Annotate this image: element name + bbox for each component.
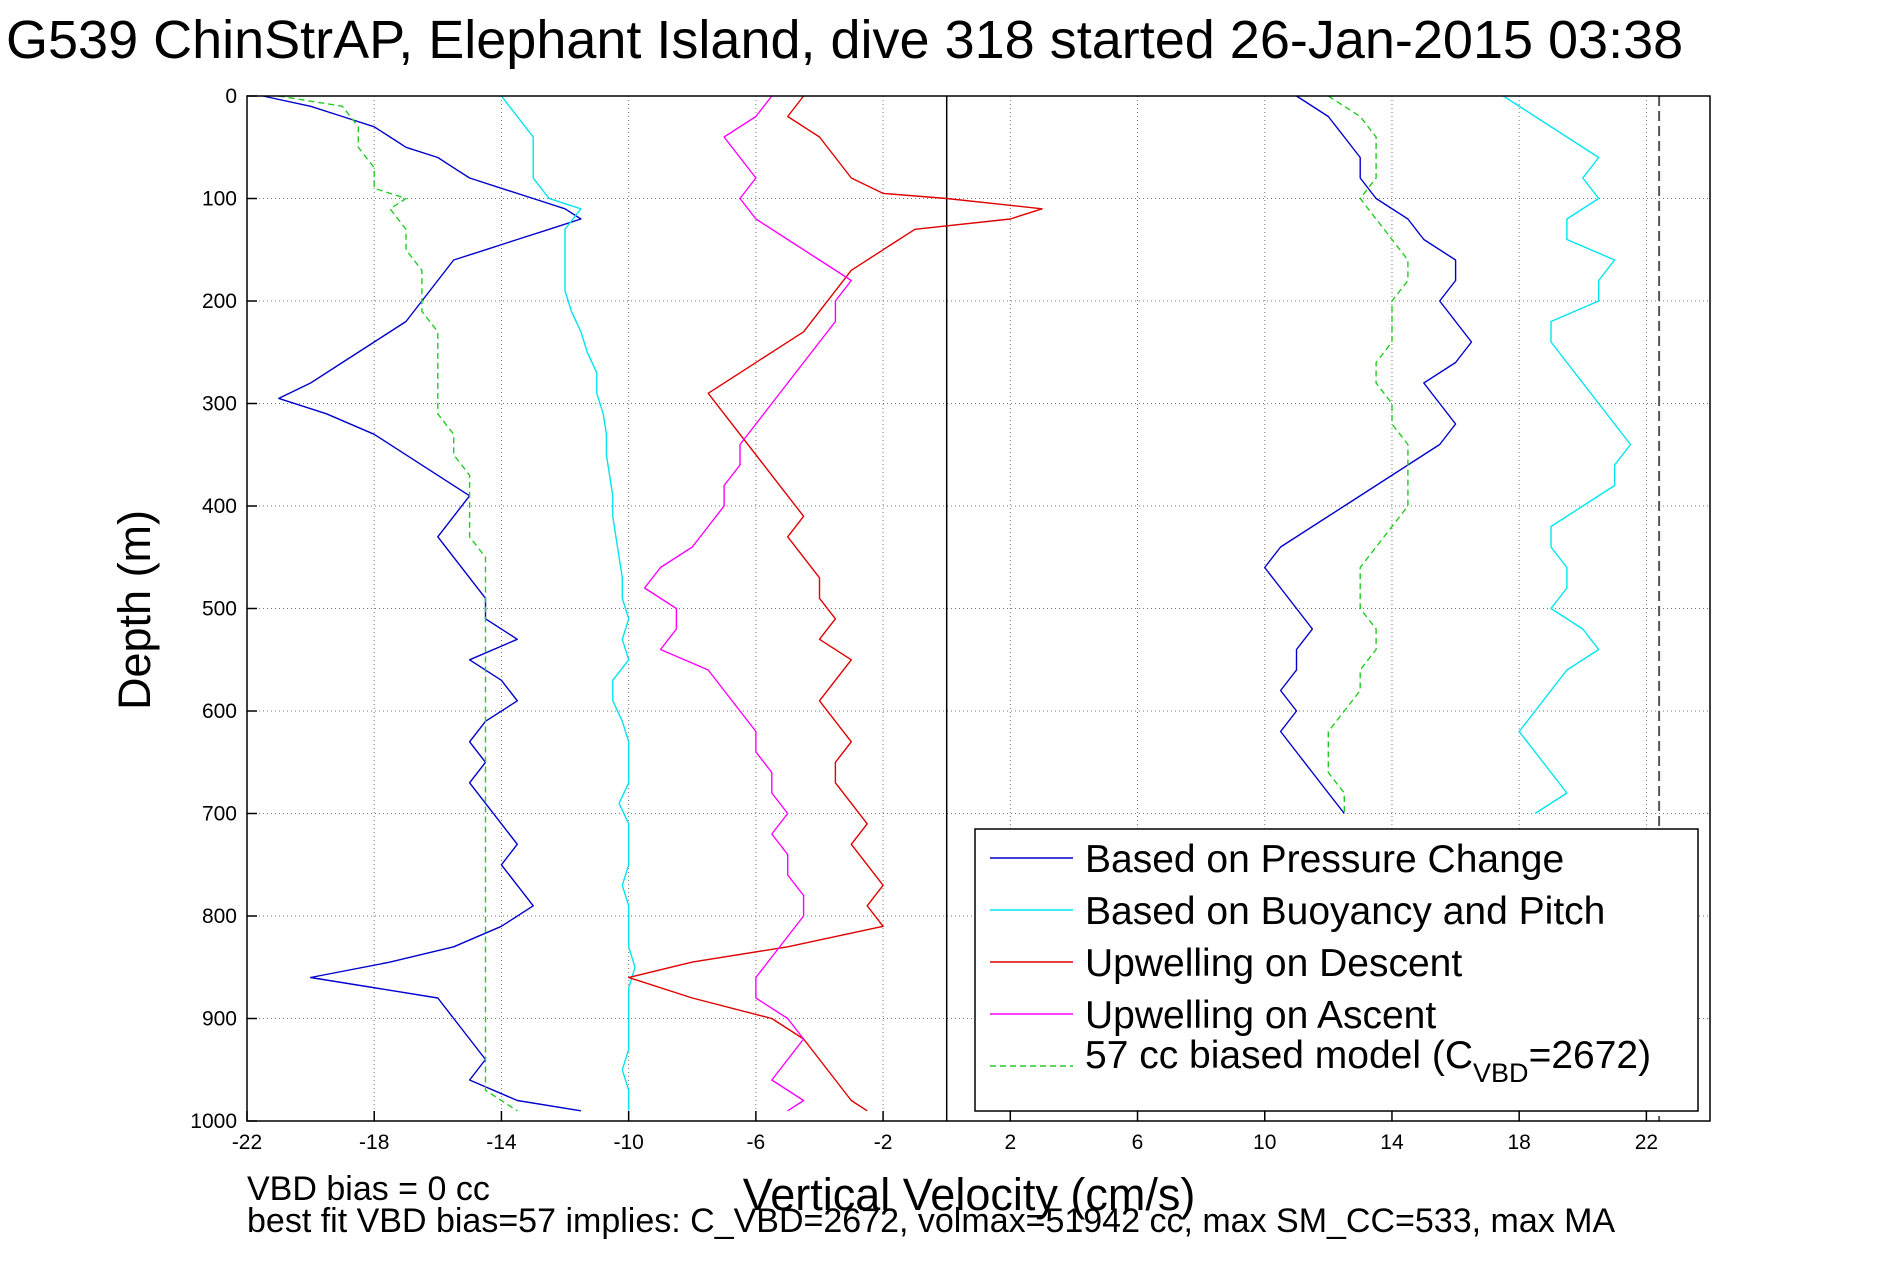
legend-box — [974, 828, 1699, 1112]
legend-label-biased-model: 57 cc biased model (CVBD=2672) — [1085, 1034, 1651, 1088]
x-tick-label: 18 — [1507, 1131, 1530, 1154]
series-line-0 — [262, 95, 582, 1112]
series-line-3 — [1502, 95, 1632, 815]
series-layer — [262, 95, 1632, 1112]
y-tick-label: 400 — [202, 495, 237, 518]
x-axis-ticks: -22 -18 -14 -10 -6 -2 2 6 10 14 18 22 — [232, 1111, 1658, 1154]
reference-lines — [945, 96, 1661, 1121]
series-line-5 — [643, 95, 852, 1112]
legend-label-upwelling-ascent: Upwelling on Ascent — [1085, 994, 1436, 1037]
x-tick-label: -10 — [613, 1131, 643, 1154]
legend: Based on Pressure Change Based on Buoyan… — [974, 828, 1699, 1112]
series-line-7 — [1327, 95, 1409, 814]
legend-label-biased-model-suffix: =2672) — [1529, 1034, 1652, 1077]
legend-label-biased-model-subscript: VBD — [1473, 1058, 1529, 1088]
y-tick-label: 700 — [202, 803, 237, 826]
chart-title: G539 ChinStrAP, Elephant Island, dive 31… — [6, 10, 1683, 70]
series-line-1 — [1263, 95, 1473, 814]
x-tick-label: -14 — [486, 1131, 517, 1154]
series-line-6 — [278, 95, 518, 1112]
y-tick-label: 600 — [202, 700, 237, 723]
y-tick-label: 0 — [225, 85, 237, 108]
footer-line-2: best fit VBD bias=57 implies: C_VBD=2672… — [247, 1202, 1616, 1240]
legend-label-upwelling-descent: Upwelling on Descent — [1085, 942, 1462, 985]
series-line-2 — [500, 95, 636, 1111]
y-tick-label: 100 — [202, 188, 237, 211]
x-tick-label: 2 — [1004, 1131, 1016, 1154]
footer-line-1: VBD bias = 0 cc — [247, 1170, 490, 1208]
y-axis-label: Depth (m) — [109, 510, 160, 710]
y-tick-label: 900 — [202, 1008, 237, 1031]
x-tick-label: 10 — [1253, 1131, 1276, 1154]
x-tick-label: 22 — [1635, 1131, 1658, 1154]
x-axis-label: Vertical Velocity (cm/s) — [743, 1169, 1196, 1220]
x-tick-label: -2 — [874, 1131, 893, 1154]
y-tick-label: 200 — [202, 290, 237, 313]
x-tick-label: -22 — [232, 1131, 262, 1154]
x-tick-label: 14 — [1380, 1131, 1404, 1154]
y-tick-label: 500 — [202, 598, 237, 621]
y-tick-label: 800 — [202, 905, 237, 928]
x-tick-label: 6 — [1132, 1131, 1144, 1154]
y-tick-label: 300 — [202, 393, 237, 416]
y-tick-label: 1000 — [190, 1110, 237, 1133]
legend-label-pressure: Based on Pressure Change — [1085, 838, 1564, 881]
x-tick-label: -18 — [359, 1131, 389, 1154]
series-line-4 — [628, 95, 1043, 1112]
x-tick-label: -6 — [747, 1131, 766, 1154]
legend-label-buoyancy: Based on Buoyancy and Pitch — [1085, 890, 1605, 933]
legend-label-biased-model-prefix: 57 cc biased model (C — [1085, 1034, 1473, 1077]
y-axis-ticks: 0 100 200 300 400 500 600 700 800 900 1000 — [190, 85, 257, 1133]
